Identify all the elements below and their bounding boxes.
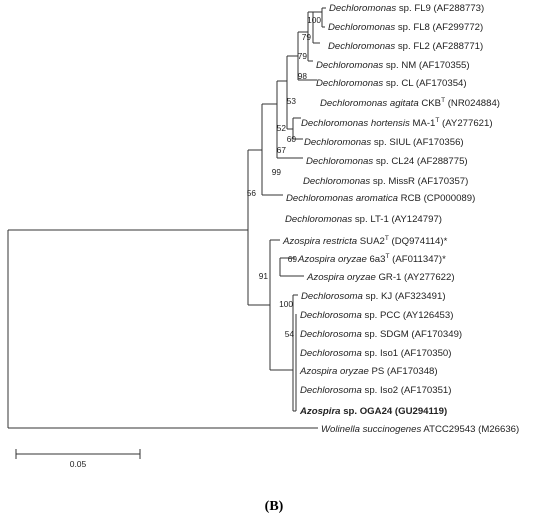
tree-branches: [7, 7, 326, 429]
taxon-label: Dechloromonas sp. MissR (AF170357): [303, 176, 468, 187]
taxon-label: Dechloromonas sp. FL9 (AF288773): [329, 3, 484, 14]
scale-bar: 0.05: [15, 449, 141, 469]
taxon-label: Dechlorosoma sp. SDGM (AF170349): [300, 329, 462, 340]
taxon-label: Dechloromonas sp. SIUL (AF170356): [304, 137, 464, 148]
taxon-label: Dechloromonas sp. FL2 (AF288771): [328, 41, 483, 52]
bootstrap-value: 52: [277, 123, 287, 133]
taxon-label: Dechloromonas sp. CL (AF170354): [316, 78, 467, 89]
scale-bar-label: 0.05: [70, 459, 87, 469]
taxon-label: Dechlorosoma sp. PCC (AY126453): [300, 310, 453, 321]
taxon-label: Dechlorosoma sp. Iso1 (AF170350): [300, 348, 451, 359]
bootstrap-values: 100 79 79 98 53 52 60 67 99 56 69 91 100…: [247, 15, 322, 339]
bootstrap-value: 60: [287, 134, 297, 144]
taxon-label: Dechloromonas sp. CL24 (AF288775): [306, 156, 468, 167]
bootstrap-value: 54: [285, 329, 295, 339]
taxon-labels: Dechloromonas sp. FL9 (AF288773) Dechlor…: [282, 3, 519, 435]
bootstrap-value: 67: [277, 145, 287, 155]
bootstrap-value: 69: [288, 254, 298, 264]
taxon-label: Dechloromonas agitata CKBT (NR024884): [320, 97, 500, 109]
taxon-label: Azospira restricta SUA2T (DQ974114)*: [282, 235, 448, 247]
bootstrap-value: 100: [307, 15, 321, 25]
taxon-label: Dechloromonas aromatica RCB (CP000089): [286, 193, 475, 204]
taxon-label-highlighted: Azospira sp. OGA24 (GU294119): [299, 406, 447, 417]
panel-label: (B): [265, 499, 284, 514]
taxon-label: Dechloromonas hortensis MA-1T (AY277621): [301, 117, 493, 129]
bootstrap-value: 79: [298, 51, 308, 61]
bootstrap-value: 56: [247, 188, 257, 198]
taxon-label-outgroup: Wolinella succinogenes ATCC29543 (M26636…: [321, 424, 519, 435]
bootstrap-value: 99: [272, 167, 282, 177]
bootstrap-value: 91: [259, 271, 269, 281]
bootstrap-value: 79: [302, 32, 312, 42]
taxon-label: Dechloromonas sp. FL8 (AF299772): [328, 22, 483, 33]
bootstrap-value: 98: [298, 71, 308, 81]
taxon-label: Dechloromonas sp. NM (AF170355): [316, 60, 470, 71]
bootstrap-value: 100: [279, 299, 293, 309]
taxon-label: Azospira oryzae PS (AF170348): [299, 366, 438, 377]
taxon-label: Azospira oryzae GR-1 (AY277622): [306, 272, 455, 283]
taxon-label: Azospira oryzae 6a3T (AF011347)*: [297, 253, 446, 265]
taxon-label: Dechloromonas sp. LT-1 (AY124797): [285, 214, 442, 225]
taxon-label: Dechlorosoma sp. KJ (AF323491): [301, 291, 446, 302]
taxon-label: Dechlorosoma sp. Iso2 (AF170351): [300, 385, 451, 396]
bootstrap-value: 53: [287, 96, 297, 106]
